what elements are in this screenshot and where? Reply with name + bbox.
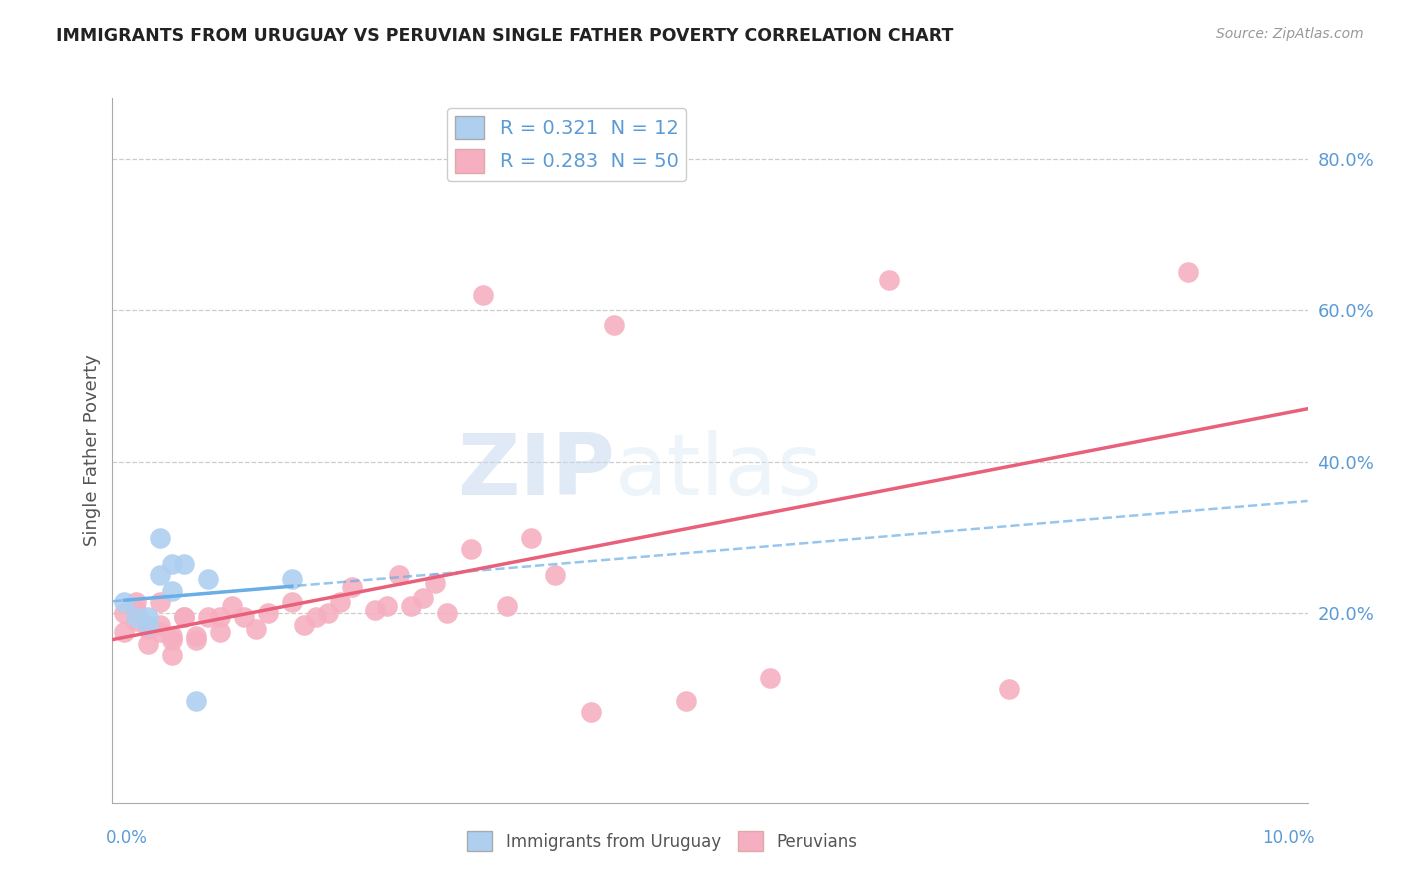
Point [162,648,183,662]
Legend: Immigrants from Uruguay, Peruvians: Immigrants from Uruguay, Peruvians [461,824,863,858]
Point [257,607,280,621]
Point [998,682,1021,697]
Point [1177,265,1199,279]
Point [149,617,172,632]
Point [401,599,423,613]
Point [197,610,219,624]
Point [436,607,458,621]
Text: 0.0%: 0.0% [105,829,148,847]
Point [149,568,172,582]
Point [173,557,195,571]
Point [388,568,411,582]
Text: 10.0%: 10.0% [1263,829,1315,847]
Point [186,629,208,643]
Point [316,607,339,621]
Y-axis label: Single Father Poverty: Single Father Poverty [83,354,101,547]
Point [292,617,315,632]
Point [579,705,602,719]
Point [138,617,160,632]
Point [245,622,267,636]
Point [543,568,565,582]
Point [186,693,208,707]
Text: IMMIGRANTS FROM URUGUAY VS PERUVIAN SINGLE FATHER POVERTY CORRELATION CHART: IMMIGRANTS FROM URUGUAY VS PERUVIAN SING… [56,27,953,45]
Point [162,583,183,598]
Point [425,576,447,591]
Point [209,625,232,640]
Point [221,599,243,613]
Point [197,572,219,586]
Point [149,625,172,640]
Point [879,273,901,287]
Point [138,622,160,636]
Point [138,617,160,632]
Point [125,602,148,616]
Point [496,599,519,613]
Point [759,671,782,685]
Point [114,625,135,640]
Point [149,595,172,609]
Point [520,531,543,545]
Point [281,595,304,609]
Point [114,595,135,609]
Point [162,629,183,643]
Point [186,632,208,647]
Point [138,610,160,624]
Point [233,610,256,624]
Point [125,610,148,624]
Point [472,288,495,302]
Text: atlas: atlas [614,430,823,513]
Point [364,602,387,616]
Point [340,580,363,594]
Point [138,637,160,651]
Point [377,599,399,613]
Point [281,572,304,586]
Point [125,595,148,609]
Text: Source: ZipAtlas.com: Source: ZipAtlas.com [1216,27,1364,41]
Point [173,610,195,624]
Point [603,318,626,333]
Point [173,610,195,624]
Point [460,541,482,556]
Point [412,591,434,606]
Point [162,632,183,647]
Point [125,614,148,628]
Point [114,607,135,621]
Text: ZIP: ZIP [457,430,614,513]
Point [149,531,172,545]
Point [162,557,183,571]
Point [305,610,328,624]
Point [209,610,232,624]
Point [675,693,697,707]
Point [329,595,352,609]
